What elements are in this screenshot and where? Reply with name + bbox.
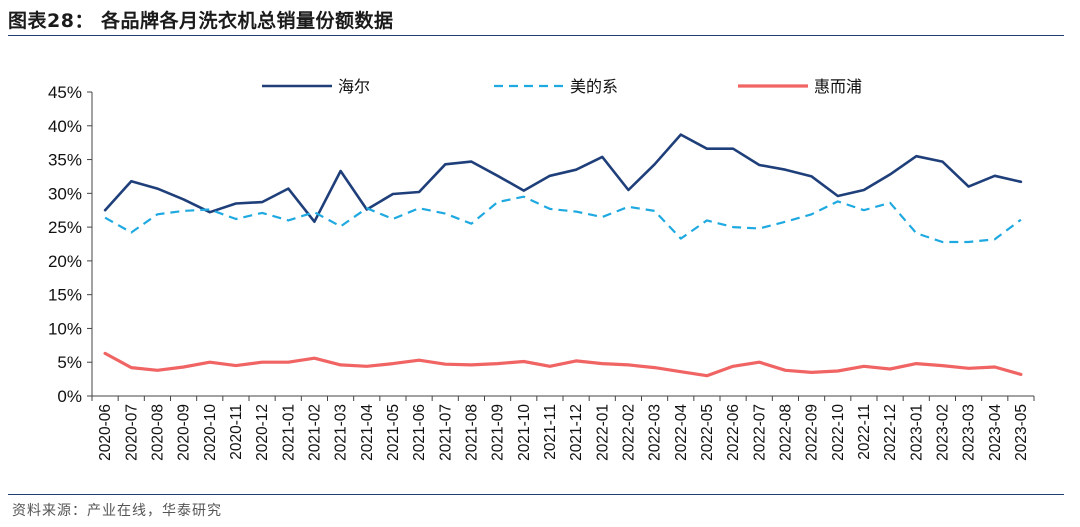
- x-tick-label: 2020-12: [254, 404, 271, 461]
- x-tick-label: 2023-03: [961, 404, 978, 461]
- x-tick-label: 2020-09: [176, 404, 193, 461]
- x-tick-label: 2023-02: [934, 404, 951, 461]
- x-tick-label: 2021-10: [516, 404, 533, 461]
- x-tick-label: 2023-01: [908, 404, 925, 461]
- y-axis-ticks: 0% 5% 10% 15% 20% 25% 30% 35% 40% 45%: [48, 83, 92, 406]
- x-tick-label: 2021-02: [306, 404, 323, 461]
- x-axis-ticks: 2020-06 2020-07 2020-08 2020-09 2020-10 2020-…: [91, 396, 1035, 461]
- x-tick-label: 2022-06: [725, 404, 742, 461]
- y-tick-label: 25%: [48, 218, 82, 237]
- chart-title: 图表28： 各品牌各月洗衣机总销量份额数据: [8, 10, 394, 32]
- y-tick-label: 35%: [48, 151, 82, 170]
- x-tick-label: 2022-07: [751, 404, 768, 461]
- x-tick-label: 2020-06: [97, 404, 114, 461]
- x-tick-label: 2021-12: [568, 404, 585, 461]
- x-tick-label: 2021-03: [333, 404, 350, 461]
- x-tick-label: 2022-03: [647, 404, 664, 461]
- x-tick-label: 2020-11: [228, 404, 245, 460]
- y-tick-label: 15%: [48, 286, 82, 305]
- x-tick-label: 2021-01: [280, 404, 297, 461]
- series-line-2: [103, 351, 1023, 378]
- y-tick-label: 40%: [48, 117, 82, 136]
- y-tick-label: 30%: [48, 184, 82, 203]
- chart-axes: [91, 92, 1034, 397]
- legend: 海尔 美的系 惠而浦: [262, 77, 862, 96]
- y-tick-label: 20%: [48, 252, 82, 271]
- x-tick-label: 2022-02: [620, 404, 637, 461]
- x-tick-label: 2022-08: [777, 404, 794, 461]
- x-tick-label: 2021-05: [385, 404, 402, 461]
- series-line-1: [104, 195, 1022, 244]
- series-lines: [103, 133, 1023, 378]
- x-tick-label: 2020-07: [123, 404, 140, 461]
- legend-label-2: 惠而浦: [814, 77, 862, 96]
- y-tick-label: 45%: [48, 83, 82, 102]
- x-tick-label: 2021-07: [437, 404, 454, 461]
- x-tick-label: 2020-10: [202, 404, 219, 461]
- x-tick-label: 2023-04: [987, 404, 1004, 461]
- x-tick-label: 2021-08: [463, 404, 480, 461]
- x-tick-label: 2022-12: [882, 404, 899, 461]
- x-tick-label: 2022-04: [673, 404, 690, 461]
- x-tick-label: 2020-08: [149, 404, 166, 461]
- title-divider: [8, 35, 1064, 36]
- x-tick-label: 2022-01: [594, 404, 611, 461]
- footer-divider: [8, 494, 1064, 495]
- x-tick-label: 2021-04: [359, 404, 376, 461]
- x-tick-label: 2021-06: [411, 404, 428, 461]
- x-tick-label: 2022-10: [830, 404, 847, 461]
- legend-label-1: 美的系: [570, 77, 618, 96]
- y-tick-label: 0%: [57, 387, 82, 406]
- x-tick-label: 2022-05: [699, 404, 716, 461]
- line-chart: 0%5%10%15%20%25%30%35%40%45% 2020-06 2020…: [48, 77, 1035, 461]
- y-tick-label: 10%: [48, 319, 82, 338]
- y-tick-label: 5%: [57, 353, 82, 372]
- x-tick-label: 2022-11: [856, 404, 873, 460]
- legend-label-0: 海尔: [338, 77, 370, 96]
- x-tick-label: 2022-09: [804, 404, 821, 461]
- x-tick-label: 2023-05: [1013, 404, 1030, 461]
- x-tick-label: 2021-11: [542, 404, 559, 460]
- source-note: 资料来源：产业在线，华泰研究: [12, 503, 222, 519]
- series-line-0: [103, 133, 1023, 223]
- x-tick-label: 2021-09: [490, 404, 507, 461]
